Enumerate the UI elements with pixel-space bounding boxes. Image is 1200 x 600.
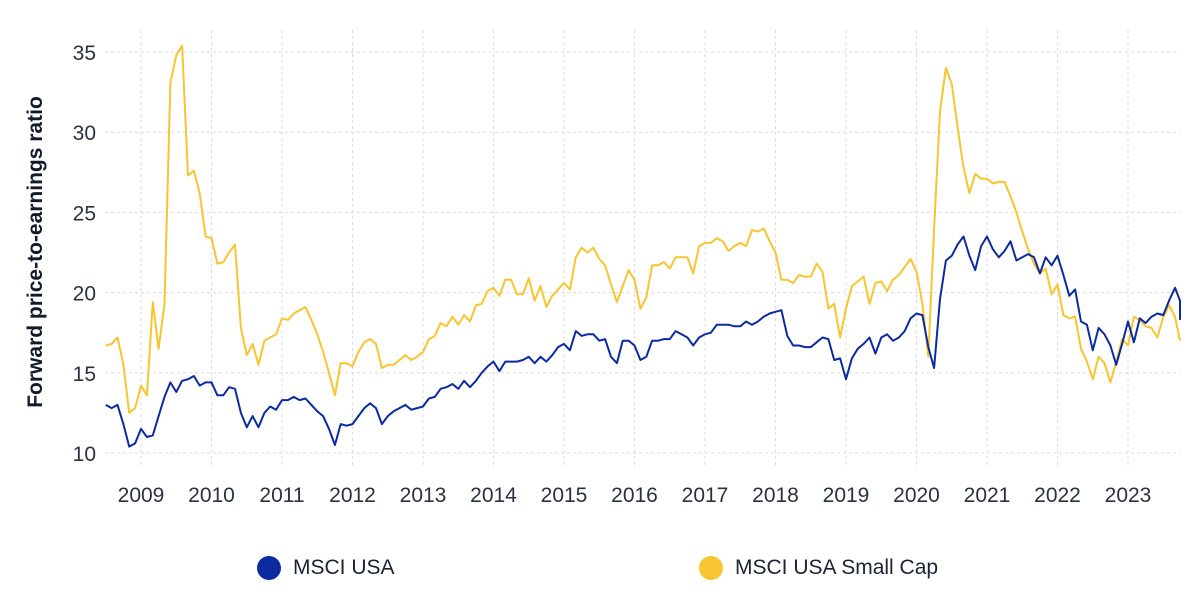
legend-item-msci-usa-small-cap[interactable]: MSCI USA Small Cap: [699, 556, 938, 580]
y-tick-label: 15: [73, 363, 96, 386]
series-line-msci-usa: [105, 235, 1181, 448]
x-tick-label: 2010: [188, 484, 235, 507]
x-tick-label: 2012: [329, 484, 376, 507]
legend-dot-icon: [257, 556, 281, 580]
x-tick-label: 2022: [1034, 484, 1081, 507]
line-chart: 10 15 20 25 30 35 2009 2010 2011 2012 2013 2014 201…: [73, 30, 1181, 507]
x-tick-label: 2013: [400, 484, 447, 507]
series-line-msci-usa-small-cap: [105, 44, 1181, 414]
legend-dot-icon: [699, 556, 723, 580]
y-axis-ticks: 10 15 20 25 30 35: [73, 42, 96, 466]
x-tick-label: 2016: [611, 484, 658, 507]
y-tick-label: 25: [73, 202, 96, 225]
y-tick-label: 35: [73, 42, 96, 65]
y-tick-label: 30: [73, 122, 96, 145]
legend: MSCI USA MSCI USA Small Cap: [0, 556, 1200, 586]
x-tick-label: 2020: [893, 484, 940, 507]
x-tick-label: 2019: [823, 484, 870, 507]
x-tick-label: 2017: [682, 484, 729, 507]
y-tick-label: 20: [73, 283, 96, 306]
series-lines: [105, 44, 1181, 448]
y-tick-label: 10: [73, 443, 96, 466]
x-tick-label: 2009: [118, 484, 165, 507]
x-tick-label: 2023: [1105, 484, 1152, 507]
grid: [105, 30, 1180, 468]
legend-item-msci-usa[interactable]: MSCI USA: [257, 556, 395, 580]
x-tick-label: 2021: [964, 484, 1011, 507]
x-tick-label: 2018: [752, 484, 799, 507]
x-tick-label: 2015: [541, 484, 588, 507]
legend-label: MSCI USA Small Cap: [735, 556, 939, 579]
x-tick-label: 2011: [259, 484, 304, 507]
x-axis-ticks: 2009 2010 2011 2012 2013 2014 2015 2016 2017 2018…: [118, 484, 1152, 507]
x-tick-label: 2014: [470, 484, 517, 507]
legend-label: MSCI USA: [293, 556, 395, 579]
